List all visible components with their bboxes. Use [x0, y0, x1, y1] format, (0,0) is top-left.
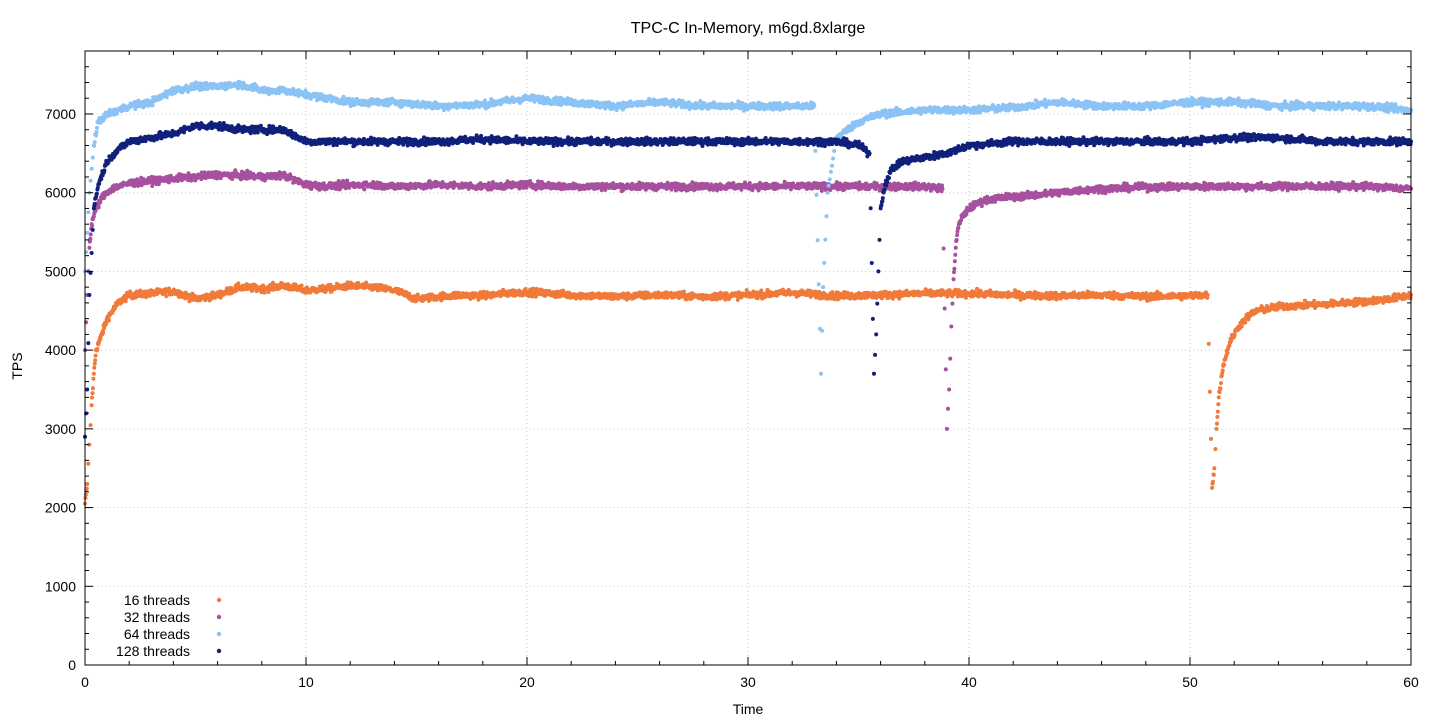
data-point	[87, 245, 92, 250]
data-point	[1243, 320, 1248, 325]
data-point	[953, 252, 958, 257]
data-point	[1220, 368, 1225, 373]
data-point	[236, 281, 241, 286]
data-point	[952, 266, 957, 271]
data-point	[1215, 409, 1220, 414]
data-point	[1239, 324, 1244, 329]
data-point	[1205, 295, 1210, 300]
data-point	[90, 386, 95, 391]
data-point	[86, 461, 91, 466]
data-point	[953, 245, 958, 250]
data-point	[948, 356, 953, 361]
data-point	[84, 486, 89, 491]
data-point	[1207, 389, 1212, 394]
data-point	[92, 365, 97, 370]
data-point	[101, 330, 106, 335]
data-point	[1232, 332, 1237, 337]
data-point	[266, 289, 271, 294]
data-point	[946, 406, 951, 411]
data-point	[1215, 414, 1220, 419]
data-point	[106, 318, 111, 323]
data-point	[90, 395, 95, 400]
data-point	[943, 367, 948, 372]
data-point	[939, 189, 944, 194]
data-point	[1214, 421, 1219, 426]
data-point	[91, 371, 96, 376]
data-point	[1208, 436, 1213, 441]
plot-area	[83, 79, 1413, 506]
data-point	[406, 291, 411, 296]
grid	[85, 51, 1411, 665]
data-point	[951, 277, 956, 282]
data-point	[1217, 390, 1222, 395]
data-point	[98, 199, 103, 204]
data-point	[88, 423, 93, 428]
data-point	[88, 232, 93, 237]
data-point	[91, 376, 96, 381]
data-point	[1312, 298, 1317, 303]
data-point	[104, 321, 109, 326]
data-point	[1218, 381, 1223, 386]
data-point	[941, 246, 946, 251]
data-point	[942, 306, 947, 311]
data-point	[759, 288, 764, 293]
data-point	[1054, 297, 1059, 302]
data-point	[83, 492, 88, 497]
data-point	[954, 237, 959, 242]
data-point	[940, 183, 945, 188]
data-point	[950, 301, 955, 306]
data-point	[947, 387, 952, 392]
data-point	[747, 180, 752, 185]
data-point	[523, 286, 528, 291]
data-point	[955, 233, 960, 238]
data-point	[93, 353, 98, 358]
data-point	[1206, 341, 1211, 346]
data-point	[299, 283, 304, 288]
data-point	[1210, 485, 1215, 490]
data-point	[944, 426, 949, 431]
data-point	[1216, 395, 1221, 400]
data-point	[93, 358, 98, 363]
data-point	[95, 346, 100, 351]
data-point	[87, 442, 92, 447]
data-point	[731, 180, 736, 185]
data-point	[90, 223, 95, 228]
data-point	[85, 481, 90, 486]
data-point	[1214, 426, 1219, 431]
data-point	[262, 290, 267, 295]
data-point	[949, 324, 954, 329]
series-0	[83, 280, 1413, 506]
data-point	[1212, 466, 1217, 471]
data-point	[524, 185, 529, 190]
data-point	[96, 205, 101, 210]
data-point	[92, 361, 97, 366]
data-point	[956, 226, 961, 231]
data-point	[1225, 350, 1230, 355]
data-point	[952, 259, 957, 264]
data-point	[1210, 479, 1215, 484]
data-point	[1218, 386, 1223, 391]
data-point	[89, 403, 94, 408]
data-point	[1211, 472, 1216, 477]
data-point	[123, 299, 128, 304]
data-point	[1222, 362, 1227, 367]
data-point	[1216, 402, 1221, 407]
data-point	[90, 391, 95, 396]
data-point	[362, 187, 367, 192]
data-point	[164, 294, 169, 299]
data-point	[1213, 447, 1218, 452]
